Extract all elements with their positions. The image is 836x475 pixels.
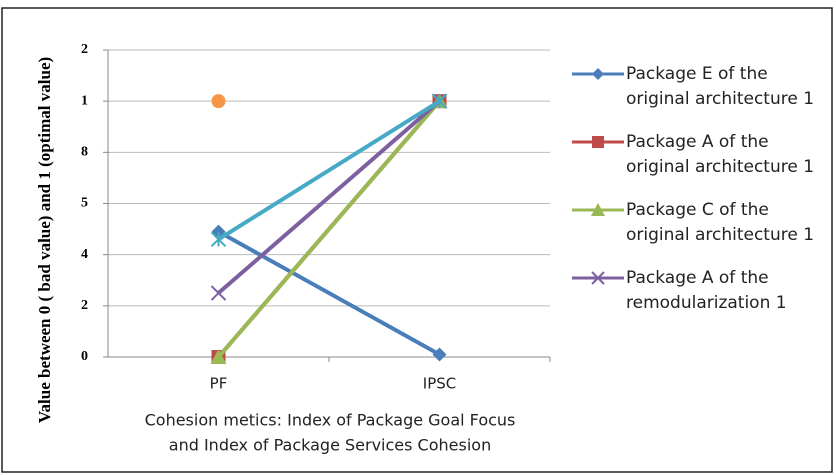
- legend-marker: [591, 271, 605, 285]
- legend-marker: [592, 136, 604, 148]
- series-line: [217, 99, 441, 242]
- y-tick-label: 4: [81, 247, 88, 262]
- series-line: [217, 229, 441, 357]
- y-tick-label: 0: [81, 349, 88, 364]
- data-point: [431, 93, 448, 109]
- legend-label: Package A of the remodularization 1: [626, 268, 787, 313]
- y-axis-title: Value between 0 ( bad value) and 1 (opti…: [35, 57, 54, 423]
- x-tick-label: PF: [210, 375, 228, 393]
- data-point: [210, 349, 227, 364]
- y-tick-label: 1: [81, 93, 88, 108]
- legend-label: Package A of the original architecture 1: [626, 132, 815, 177]
- chart-frame: [1, 7, 833, 473]
- x-axis-title: Cohesion metics: Index of Package Goal F…: [145, 411, 516, 430]
- data-point: [211, 94, 226, 109]
- x-axis-title: and Index of Package Services Cohesion: [169, 436, 491, 455]
- y-tick-label: 2: [81, 42, 88, 57]
- data-point: [210, 285, 227, 301]
- data-point: [210, 231, 227, 248]
- legend-label: Package E of the original architecture 1: [626, 64, 815, 109]
- legend-label: Package C of the original architecture 1: [626, 200, 815, 245]
- data-point: [432, 347, 447, 362]
- legend-marker: [592, 68, 604, 80]
- y-tick-label: 8: [81, 145, 88, 160]
- series-line: [217, 99, 441, 295]
- x-tick-label: IPSC: [423, 375, 456, 393]
- y-tick-label: 2: [81, 298, 88, 313]
- y-tick-label: 5: [81, 196, 88, 211]
- legend-marker: [591, 203, 605, 216]
- series-line: [216, 99, 442, 359]
